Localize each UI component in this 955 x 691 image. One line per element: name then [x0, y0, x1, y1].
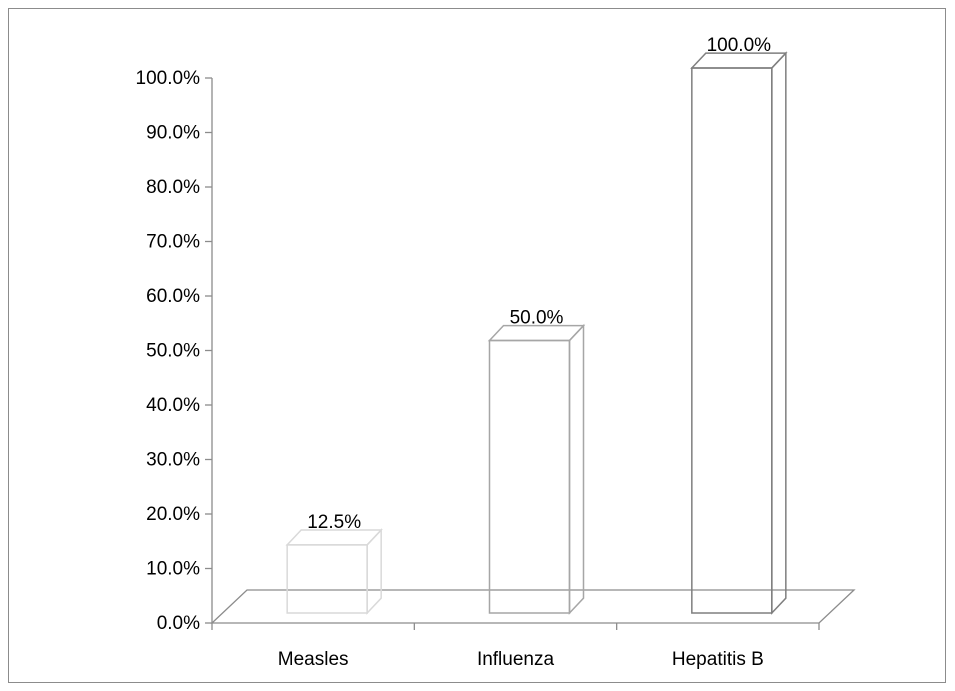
y-tick-label: 10.0%	[146, 559, 200, 580]
chart-floor	[210, 589, 856, 624]
x-category-label: Hepatitis B	[672, 649, 764, 670]
bar-side	[366, 528, 382, 615]
data-label: 12.5%	[307, 512, 361, 533]
y-tick-label: 0.0%	[157, 613, 200, 634]
y-tick-label: 90.0%	[146, 123, 200, 144]
bar-side	[568, 323, 585, 615]
y-tick-label: 80.0%	[146, 177, 200, 198]
data-label: 50.0%	[510, 308, 564, 329]
bar-side	[771, 51, 787, 615]
chart-frame	[8, 8, 946, 683]
data-label: 100.0%	[707, 35, 772, 56]
y-tick-label: 100.0%	[136, 68, 201, 89]
y-tick-label: 50.0%	[146, 341, 200, 362]
y-tick-label: 60.0%	[146, 286, 200, 307]
y-tick-label: 20.0%	[146, 504, 200, 525]
bar-front	[691, 67, 773, 614]
bar-front	[286, 544, 368, 614]
y-tick-label: 30.0%	[146, 450, 200, 471]
y-tick-label: 70.0%	[146, 232, 200, 253]
bar-front	[488, 339, 571, 614]
x-category-label: Measles	[278, 649, 349, 670]
x-category-label: Influenza	[477, 649, 555, 670]
y-tick-label: 40.0%	[146, 395, 200, 416]
